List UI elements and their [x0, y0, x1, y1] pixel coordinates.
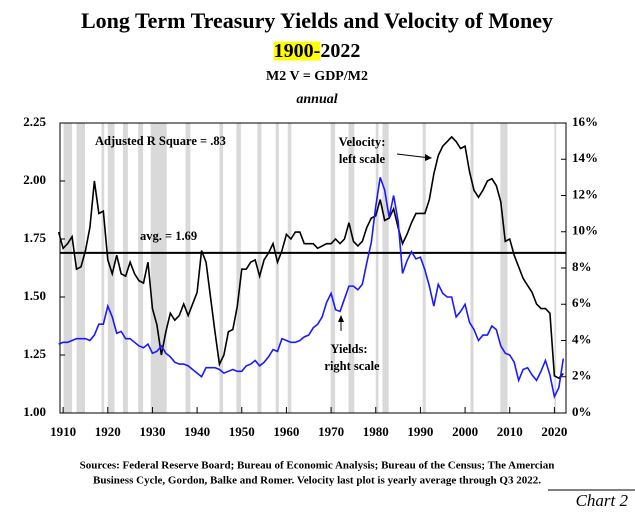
shaded-period: [76, 123, 86, 413]
shaded-period: [150, 123, 167, 413]
annotation: Velocity:: [339, 135, 386, 149]
shaded-period: [470, 123, 474, 413]
y2-tick-label: 16%: [572, 114, 598, 129]
y-tick-label: 1.00: [23, 404, 46, 419]
plot-frame: [59, 122, 567, 414]
source: Business Cycle, Gordon, Balke and Romer.…: [93, 475, 541, 487]
arrow: [396, 153, 431, 159]
shaded-period: [122, 123, 128, 413]
subtitle-highlight: 1900-: [274, 40, 321, 62]
subtitle3: annual: [296, 92, 337, 107]
y-tick-label: 1.25: [23, 346, 46, 361]
arrow-head: [338, 315, 344, 322]
shaded-period: [375, 123, 379, 413]
subtitle: 1900-2022: [274, 40, 361, 62]
x-tick-label: 1990: [407, 424, 433, 439]
shaded-period: [185, 123, 191, 413]
shaded-period: [257, 123, 262, 413]
x-tick-label: 1950: [229, 424, 255, 439]
x-tick-label: 1970: [318, 424, 344, 439]
x-tick-label: 2010: [497, 424, 523, 439]
shaded-period: [63, 123, 73, 413]
annotation: Adjusted R Square = .83: [95, 134, 226, 148]
y2-tick-label: 12%: [572, 186, 598, 201]
series-line: [58, 177, 565, 400]
shaded-period: [219, 123, 224, 413]
shaded-period: [382, 123, 389, 413]
y-tick-label: 1.75: [23, 230, 46, 245]
highlight: [273, 41, 321, 61]
x-tick-label: 1960: [273, 424, 299, 439]
source: Sources: Federal Reserve Board; Bureau o…: [80, 460, 555, 472]
shaded-period: [330, 123, 336, 413]
x-tick-label: 2020: [541, 424, 567, 439]
y2-tick-label: 2%: [572, 368, 592, 383]
shaded-period: [554, 123, 557, 413]
annotation: avg. = 1.69: [140, 229, 197, 243]
series-line: [57, 135, 564, 380]
annotation: Yields:: [330, 342, 367, 356]
chart-title: Long Term Treasury Yields and Velocity o…: [81, 8, 553, 33]
y2-tick-label: 0%: [572, 404, 592, 419]
y2-tick-label: 10%: [572, 223, 598, 238]
shaded-period: [500, 123, 508, 413]
subtitle2: M2 V = GDP/M2: [266, 69, 368, 84]
y-tick-label: 2.00: [23, 172, 46, 187]
plot: 1.00 1.25 1.50 1.75 2.00 2.25 0% 2% 4% 6% 8% 10% 12%…: [23, 114, 598, 439]
y2-tick-label: 8%: [572, 259, 592, 274]
y2-tick-label: 4%: [572, 331, 592, 346]
y2-tick-label: 14%: [572, 150, 598, 165]
annotation: right scale: [324, 359, 380, 373]
x-tick-label: 1910: [50, 424, 76, 439]
shaded-period: [348, 123, 355, 413]
shaded-period: [236, 123, 241, 413]
y-tick-label: 2.25: [23, 114, 46, 129]
y-tick-label: 1.50: [23, 288, 46, 303]
annotation: left scale: [339, 152, 386, 166]
y2-tick-label: 6%: [572, 295, 592, 310]
x-tick-label: 1940: [184, 424, 210, 439]
arrow-head: [425, 154, 432, 161]
shaded-period: [275, 123, 279, 413]
x-tick-label: 2000: [452, 424, 478, 439]
chart-label: Chart 2: [576, 491, 629, 510]
x-tick-label: 1980: [363, 424, 389, 439]
x-tick-label: 1920: [95, 424, 121, 439]
subtitle-rest: 2022: [320, 40, 360, 62]
shaded-period: [101, 123, 105, 413]
x-tick-label: 1930: [139, 424, 165, 439]
shaded-period: [287, 123, 292, 413]
shaded-period: [138, 123, 144, 413]
